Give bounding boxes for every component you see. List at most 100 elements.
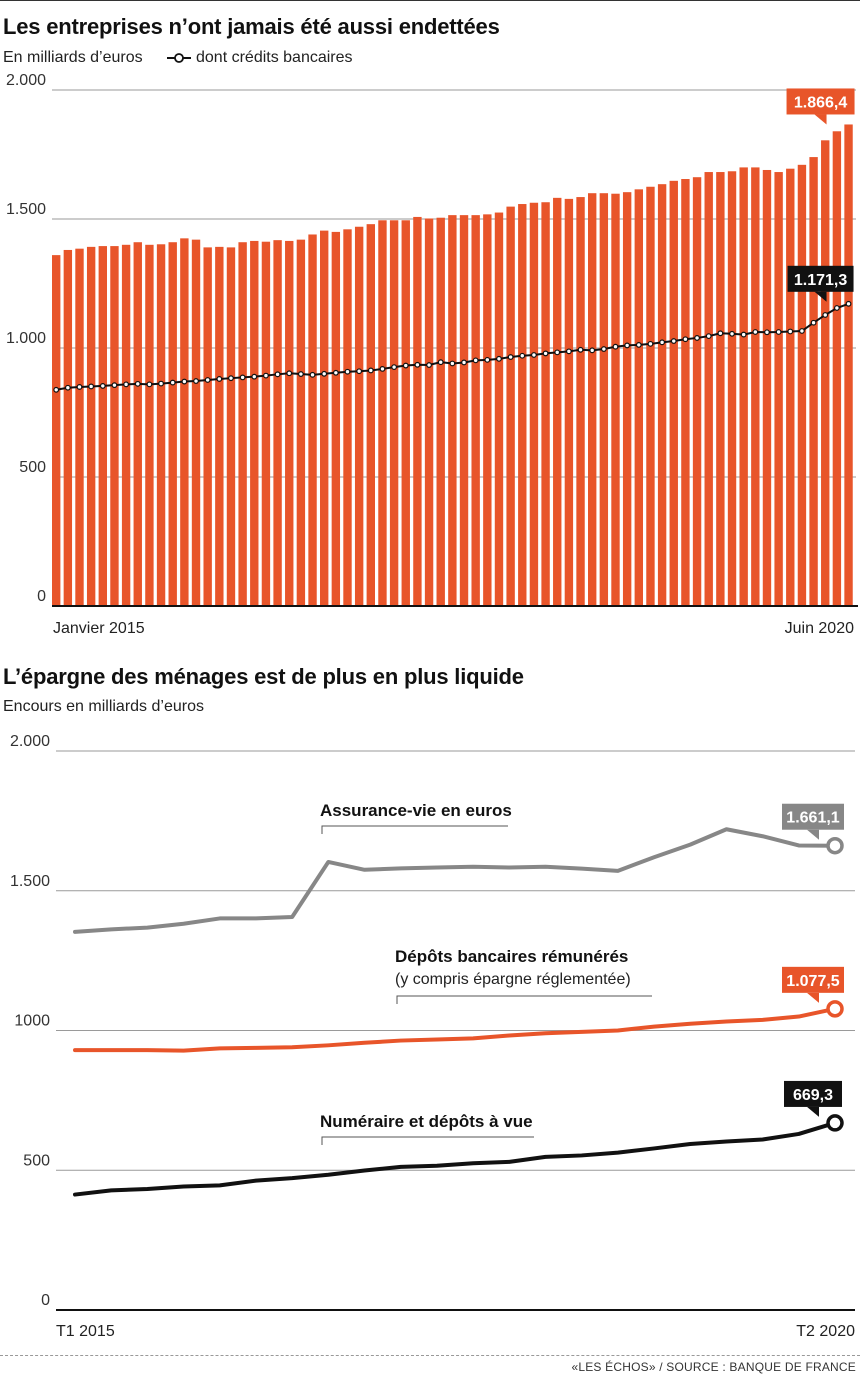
chart1-title: Les entreprises n’ont jamais été aussi e… <box>3 14 500 39</box>
line-point <box>833 305 840 311</box>
line-point <box>589 347 596 354</box>
bar <box>762 169 772 607</box>
bar <box>366 224 375 606</box>
top-rule <box>0 0 860 1</box>
end-marker-depots-remuneres <box>826 1000 844 1018</box>
line-point <box>752 329 759 335</box>
series-note-depots-remuneres: (y compris épargne réglementée) <box>395 971 631 988</box>
line-point <box>228 375 234 382</box>
line-point <box>332 369 339 376</box>
bar <box>669 180 678 607</box>
bar <box>681 179 690 606</box>
y-tick-label: 2.000 <box>6 72 46 89</box>
end-label-depots-remuneres-pointer <box>807 992 819 1003</box>
bar <box>296 239 306 606</box>
bar <box>646 186 655 606</box>
bar-end-label-pointer <box>814 114 827 125</box>
line-point <box>554 349 561 356</box>
line-point <box>426 362 432 368</box>
y-tick-label: 1.500 <box>10 873 50 890</box>
bar <box>75 248 84 607</box>
line-point <box>461 359 467 366</box>
line-point <box>519 352 526 359</box>
bar <box>588 193 597 606</box>
bar <box>657 184 667 607</box>
bar <box>191 239 201 606</box>
line-point <box>472 357 479 364</box>
x-start-label: Janvier 2015 <box>53 620 145 637</box>
bar <box>529 202 539 606</box>
bar <box>110 246 119 606</box>
bar <box>483 214 492 606</box>
y-tick-label: 1.500 <box>6 201 46 218</box>
line-point <box>729 330 735 337</box>
bar <box>413 216 422 606</box>
bar <box>285 240 294 606</box>
bar <box>203 247 212 606</box>
line-point <box>740 331 747 338</box>
line-point <box>356 368 363 375</box>
bar <box>821 140 830 606</box>
legend-label-bank-credit: dont crédits bancaires <box>196 49 353 66</box>
bar <box>634 189 643 606</box>
line-point <box>484 356 491 363</box>
end-label-numeraire-text: 669,3 <box>793 1087 833 1104</box>
line-point <box>239 374 246 381</box>
chart2-subtitle: Encours en milliards d’euros <box>3 698 204 715</box>
line-point <box>274 371 281 378</box>
chart2-title: L’épargne des ménages est de plus en plu… <box>3 664 524 689</box>
bar <box>716 172 725 606</box>
bar <box>541 202 550 607</box>
line-point <box>367 367 374 374</box>
bar <box>226 247 236 606</box>
line-point <box>822 312 829 318</box>
end-label-depots-remuneres-text: 1.077,5 <box>786 973 839 990</box>
bar <box>156 244 166 606</box>
line-point <box>670 338 677 344</box>
bar <box>436 217 445 606</box>
x-end-label: T2 2020 <box>796 1323 855 1340</box>
bar <box>215 246 224 606</box>
end-label-numeraire: 669,3 <box>784 1080 842 1117</box>
line-point <box>204 377 211 383</box>
bar <box>308 234 317 607</box>
line-point <box>158 380 164 387</box>
line-point <box>297 371 304 377</box>
line-point <box>76 384 83 390</box>
y-tick-label: 1000 <box>14 1013 50 1030</box>
bar <box>774 172 783 606</box>
line-end-label-box <box>787 265 854 292</box>
bar <box>809 157 818 606</box>
line-point <box>309 371 316 378</box>
bar <box>704 172 713 606</box>
bar <box>494 212 504 607</box>
line-point <box>799 328 805 334</box>
line-point <box>379 365 386 372</box>
bar <box>180 238 189 606</box>
line-point <box>99 383 106 389</box>
line-point <box>624 342 631 349</box>
line-end-label: 1.171,3 <box>787 265 854 302</box>
line-point <box>694 335 700 341</box>
bar <box>354 226 364 607</box>
y-tick-label: 500 <box>19 459 46 476</box>
line-point <box>682 336 689 343</box>
x-start-label: T1 2015 <box>56 1323 115 1340</box>
chart1-legend: dont crédits bancaires <box>166 49 353 67</box>
bar <box>168 242 177 606</box>
line-point <box>53 386 60 393</box>
bar <box>692 177 702 607</box>
line-point <box>88 383 95 390</box>
bar <box>844 124 853 606</box>
bar <box>786 168 795 606</box>
line-point <box>216 376 223 382</box>
label-leader-numeraire <box>321 1136 534 1145</box>
line-point <box>263 372 269 379</box>
bar <box>751 167 760 606</box>
line-point <box>845 300 852 307</box>
line-point <box>437 359 444 366</box>
line-point <box>775 329 782 335</box>
line-point <box>507 354 514 360</box>
bar <box>63 249 73 606</box>
